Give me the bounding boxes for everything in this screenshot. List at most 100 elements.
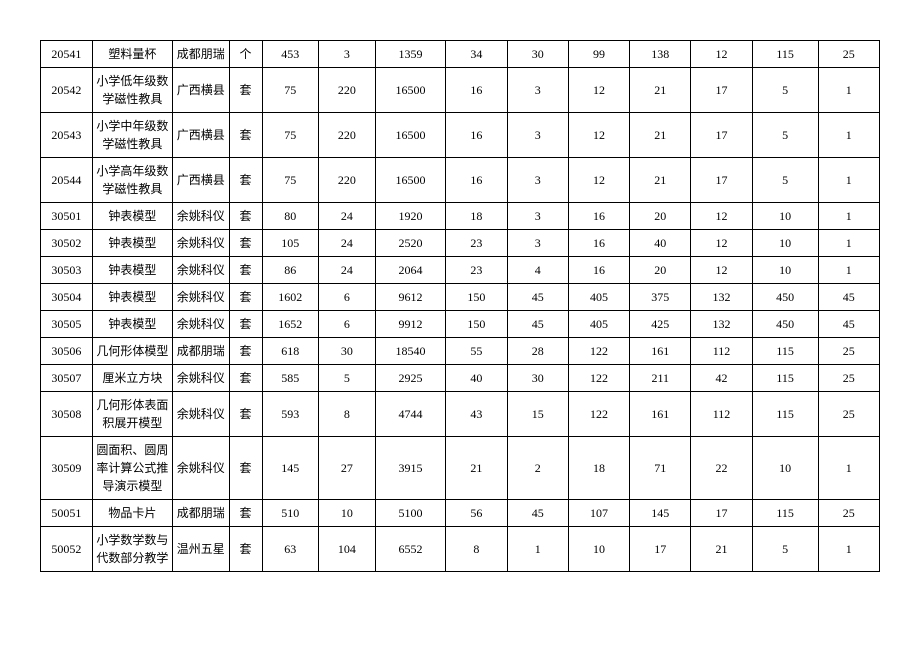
table-cell: 小学高年级数学磁性教具	[92, 158, 172, 203]
table-cell: 25	[818, 500, 879, 527]
table-row: 30506几何形体模型成都朋瑞套618301854055281221611121…	[41, 338, 880, 365]
table-cell: 12	[691, 230, 752, 257]
table-cell: 405	[568, 311, 629, 338]
table-cell: 5	[752, 527, 818, 572]
table-cell: 30504	[41, 284, 93, 311]
table-cell: 25	[818, 41, 879, 68]
table-cell: 套	[229, 311, 262, 338]
table-cell: 10	[752, 230, 818, 257]
table-cell: 1359	[375, 41, 446, 68]
table-cell: 温州五星	[172, 527, 229, 572]
table-cell: 8	[446, 527, 507, 572]
table-cell: 145	[262, 437, 319, 500]
table-cell: 15	[507, 392, 568, 437]
table-cell: 21	[630, 68, 691, 113]
table-cell: 余姚科仪	[172, 230, 229, 257]
table-cell: 3915	[375, 437, 446, 500]
table-cell: 套	[229, 284, 262, 311]
table-cell: 余姚科仪	[172, 437, 229, 500]
table-row: 30504钟表模型余姚科仪套16026961215045405375132450…	[41, 284, 880, 311]
table-cell: 211	[630, 365, 691, 392]
table-cell: 1	[818, 527, 879, 572]
table-cell: 132	[691, 311, 752, 338]
table-cell: 17	[691, 500, 752, 527]
table-cell: 圆面积、圆周率计算公式推导演示模型	[92, 437, 172, 500]
table-cell: 86	[262, 257, 319, 284]
table-cell: 450	[752, 311, 818, 338]
table-cell: 115	[752, 500, 818, 527]
table-cell: 220	[319, 113, 376, 158]
table-cell: 30503	[41, 257, 93, 284]
table-cell: 套	[229, 500, 262, 527]
table-cell: 132	[691, 284, 752, 311]
table-cell: 585	[262, 365, 319, 392]
table-cell: 小学低年级数学磁性教具	[92, 68, 172, 113]
table-cell: 余姚科仪	[172, 392, 229, 437]
table-cell: 3	[507, 113, 568, 158]
table-cell: 套	[229, 257, 262, 284]
table-cell: 122	[568, 338, 629, 365]
table-cell: 23	[446, 257, 507, 284]
table-cell: 小学数学数与代数部分教学	[92, 527, 172, 572]
table-cell: 40	[446, 365, 507, 392]
table-cell: 45	[507, 311, 568, 338]
table-cell: 2064	[375, 257, 446, 284]
table-cell: 24	[319, 203, 376, 230]
table-cell: 618	[262, 338, 319, 365]
table-cell: 10	[752, 437, 818, 500]
table-cell: 16	[446, 68, 507, 113]
table-cell: 30509	[41, 437, 93, 500]
table-cell: 122	[568, 365, 629, 392]
table-cell: 1	[818, 158, 879, 203]
table-cell: 3	[507, 68, 568, 113]
table-row: 20544小学高年级数学磁性教具广西横县套7522016500163122117…	[41, 158, 880, 203]
table-cell: 28	[507, 338, 568, 365]
table-cell: 套	[229, 68, 262, 113]
table-cell: 30	[507, 41, 568, 68]
table-cell: 71	[630, 437, 691, 500]
table-cell: 厘米立方块	[92, 365, 172, 392]
table-cell: 套	[229, 365, 262, 392]
table-cell: 16	[568, 203, 629, 230]
table-cell: 56	[446, 500, 507, 527]
table-cell: 17	[691, 113, 752, 158]
table-cell: 10	[319, 500, 376, 527]
table-cell: 16	[446, 158, 507, 203]
table-cell: 510	[262, 500, 319, 527]
table-cell: 12	[691, 41, 752, 68]
table-cell: 107	[568, 500, 629, 527]
table-cell: 24	[319, 257, 376, 284]
table-cell: 21	[691, 527, 752, 572]
table-cell: 3	[507, 203, 568, 230]
table-cell: 16500	[375, 113, 446, 158]
table-cell: 3	[507, 158, 568, 203]
table-cell: 几何形体表面积展开模型	[92, 392, 172, 437]
table-cell: 余姚科仪	[172, 257, 229, 284]
table-row: 50051物品卡片成都朋瑞套51010510056451071451711525	[41, 500, 880, 527]
table-cell: 16500	[375, 158, 446, 203]
table-cell: 物品卡片	[92, 500, 172, 527]
table-cell: 12	[568, 158, 629, 203]
table-cell: 18	[446, 203, 507, 230]
table-cell: 3	[507, 230, 568, 257]
table-cell: 1	[507, 527, 568, 572]
table-cell: 20541	[41, 41, 93, 68]
table-cell: 5	[752, 158, 818, 203]
table-cell: 余姚科仪	[172, 365, 229, 392]
data-table: 20541塑料量杯成都朋瑞个45331359343099138121152520…	[40, 40, 880, 572]
table-cell: 12	[568, 113, 629, 158]
table-cell: 145	[630, 500, 691, 527]
table-cell: 6	[319, 311, 376, 338]
table-cell: 钟表模型	[92, 284, 172, 311]
table-cell: 广西横县	[172, 158, 229, 203]
table-cell: 75	[262, 158, 319, 203]
table-cell: 塑料量杯	[92, 41, 172, 68]
table-cell: 5	[319, 365, 376, 392]
table-cell: 30	[507, 365, 568, 392]
table-cell: 115	[752, 392, 818, 437]
table-cell: 115	[752, 41, 818, 68]
table-cell: 40	[630, 230, 691, 257]
table-cell: 成都朋瑞	[172, 338, 229, 365]
table-cell: 21	[446, 437, 507, 500]
table-cell: 余姚科仪	[172, 284, 229, 311]
